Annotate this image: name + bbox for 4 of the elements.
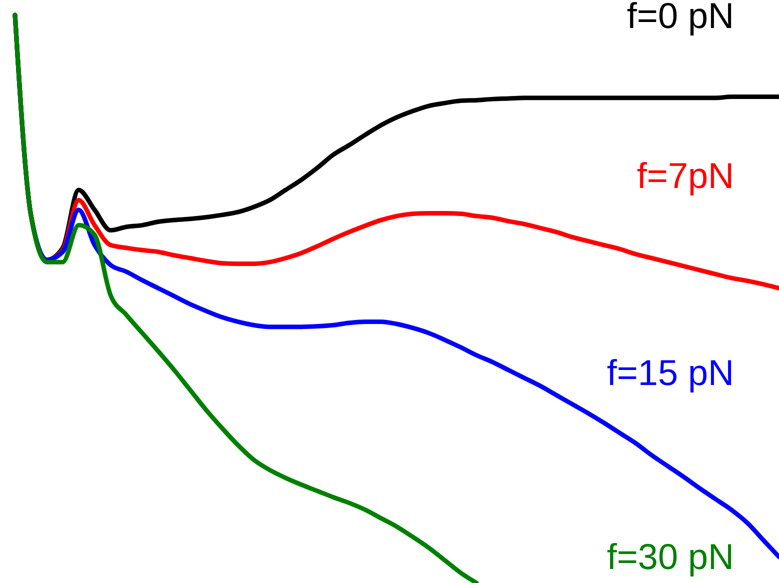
text: f=30 pN — [606, 536, 734, 577]
series-label: f=0 pN — [626, 0, 734, 36]
series-label: f=15 pN — [606, 352, 734, 394]
series-label: f=7pN — [636, 155, 734, 196]
